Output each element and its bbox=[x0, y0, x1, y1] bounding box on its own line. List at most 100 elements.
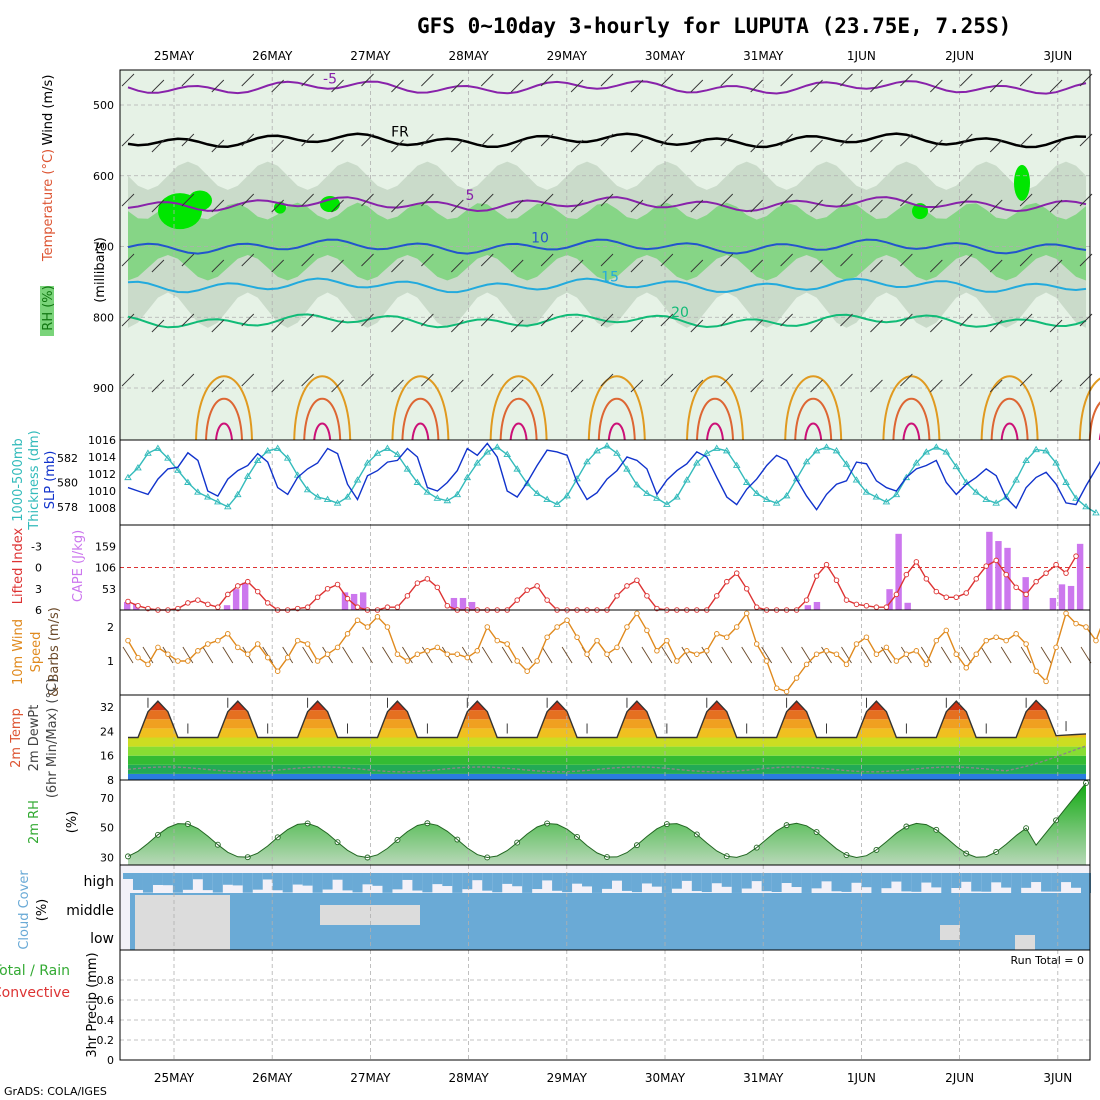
wind-speed-point bbox=[733, 624, 740, 630]
thickness-point bbox=[643, 489, 651, 496]
cloud-high-cell bbox=[192, 873, 203, 880]
wind-speed-point bbox=[983, 637, 989, 644]
thickness-label-2: Thickness (dm) bbox=[27, 430, 42, 530]
cloud-high-cell bbox=[991, 873, 1002, 883]
thickness-point bbox=[323, 495, 332, 502]
lifted-index-point bbox=[624, 583, 630, 589]
wind-barb bbox=[959, 73, 973, 87]
wind-barb bbox=[1019, 373, 1033, 387]
lifted-index-point bbox=[823, 561, 830, 568]
wind-speed-point bbox=[843, 661, 850, 668]
wind-barb bbox=[540, 373, 554, 387]
dewpoint-line bbox=[127, 745, 1087, 773]
cloud-high-cell bbox=[651, 873, 662, 887]
wind-barb bbox=[660, 73, 674, 87]
lifted-index-point bbox=[314, 594, 321, 601]
lifted-index-point bbox=[354, 604, 361, 610]
cloud-high-cell bbox=[671, 873, 682, 889]
wind-barb bbox=[929, 379, 943, 393]
wind-speed-point bbox=[724, 634, 730, 640]
wind-barb bbox=[331, 259, 344, 273]
wind-speed-point bbox=[1073, 620, 1079, 627]
lifted-index-point bbox=[863, 603, 870, 609]
wind-barb bbox=[780, 73, 793, 87]
date-label: 26MAY bbox=[252, 49, 293, 63]
lifted-index-point bbox=[743, 586, 750, 592]
wind-barb bbox=[870, 379, 883, 393]
temp-label-1: 2m Temp bbox=[9, 708, 24, 768]
cloud-high-cell bbox=[282, 873, 293, 893]
wind-barb bbox=[840, 373, 853, 387]
lifted-index-point bbox=[185, 600, 191, 606]
wind-barb bbox=[900, 253, 913, 267]
thickness-point bbox=[832, 446, 841, 454]
cloud-high-cell bbox=[302, 873, 313, 886]
lifted-index-point bbox=[983, 563, 989, 569]
thickness-line bbox=[127, 445, 1097, 514]
thickness-point bbox=[942, 448, 951, 455]
cloud-high-cell bbox=[861, 873, 872, 888]
thickness-label-1: 1000-500mb bbox=[11, 438, 26, 522]
wind-speed-point bbox=[334, 644, 341, 651]
wind-barb bbox=[301, 313, 314, 327]
warm-lobe bbox=[391, 375, 450, 441]
lifted-index-point bbox=[424, 576, 431, 582]
thickness-point bbox=[712, 444, 721, 451]
cloud-high-cell bbox=[981, 873, 992, 892]
wind-barb bbox=[271, 79, 285, 93]
wind-barb bbox=[721, 646, 733, 664]
warm-lobe-core bbox=[607, 422, 626, 441]
thickness-point bbox=[223, 502, 232, 510]
lifted-index-point bbox=[943, 594, 950, 601]
isotherm-label: -5 bbox=[323, 71, 337, 87]
thickness-point bbox=[353, 476, 362, 483]
wind-barb bbox=[211, 139, 225, 153]
cloud-high-cell bbox=[781, 873, 792, 884]
wind-barb bbox=[480, 193, 494, 207]
cloud-high-cell bbox=[831, 873, 842, 892]
temp-tick: 16 bbox=[100, 750, 114, 763]
thickness-point bbox=[413, 478, 422, 485]
cloud-high-cell bbox=[771, 873, 782, 892]
lifted-index-point bbox=[135, 603, 141, 609]
thickness-point bbox=[174, 466, 182, 473]
wind-barb bbox=[690, 259, 704, 273]
wind-barb bbox=[211, 259, 225, 273]
wind-speed-point bbox=[454, 651, 461, 657]
cloud-high-cell bbox=[212, 873, 223, 893]
cape-bar bbox=[459, 597, 467, 610]
wind-barb bbox=[720, 73, 734, 87]
rh-bright-patch bbox=[188, 190, 212, 211]
wind-barb bbox=[540, 73, 554, 87]
wind-barb bbox=[481, 646, 493, 664]
wind-speed-point bbox=[215, 637, 221, 644]
wind-barb bbox=[690, 139, 704, 153]
thickness-point bbox=[992, 499, 1000, 506]
wind-speed-point bbox=[354, 617, 361, 623]
rh-tick: 30 bbox=[100, 852, 114, 865]
lifted-index-point bbox=[614, 593, 620, 599]
wind-barb bbox=[561, 646, 573, 664]
lifted-index-point bbox=[434, 584, 441, 591]
wind-barb bbox=[121, 73, 135, 87]
wind-barb bbox=[959, 133, 973, 147]
thickness-point bbox=[144, 449, 152, 456]
wind-barb bbox=[750, 199, 764, 213]
thickness-point bbox=[1092, 509, 1100, 516]
lifted-index-point bbox=[235, 583, 241, 589]
lifted-index-point bbox=[1053, 561, 1059, 568]
thickness-point bbox=[243, 472, 252, 479]
slp-label: SLP (mb) bbox=[43, 451, 58, 510]
thickness-point bbox=[982, 495, 991, 502]
wind-barb bbox=[510, 139, 524, 153]
wind-barb bbox=[271, 259, 285, 273]
wind-barb bbox=[510, 379, 524, 393]
wind-barb bbox=[1049, 379, 1063, 393]
wind-barb bbox=[630, 319, 644, 333]
wind-barb bbox=[960, 646, 972, 664]
cloud-high-cell bbox=[242, 873, 253, 893]
wind-barb bbox=[661, 646, 673, 664]
wind-speed-point bbox=[155, 644, 161, 651]
wind-barb bbox=[900, 313, 913, 327]
isotherm-label: 15 bbox=[601, 269, 619, 285]
